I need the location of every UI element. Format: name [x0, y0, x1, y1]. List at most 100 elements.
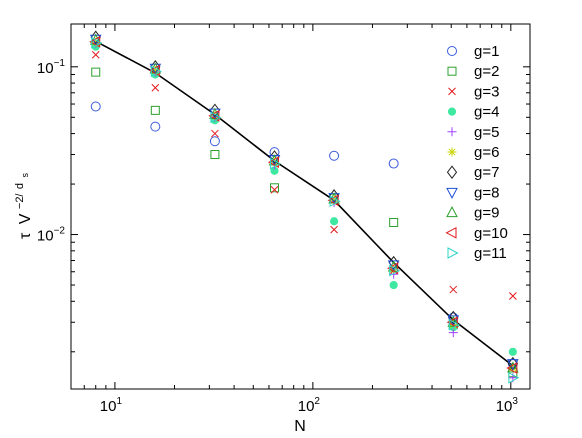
legend-marker: [447, 247, 459, 259]
legend: g=1 g=2 g=3 g=4 g=5 g=6 g=7 g=8 g=9 g=10 g=11: [445, 43, 508, 262]
data-point: [330, 225, 338, 234]
data-point: [509, 292, 517, 300]
legend-item: g=8: [446, 184, 499, 201]
legend-marker: [446, 187, 458, 199]
legend-marker: [447, 66, 457, 76]
legend-marker: [446, 206, 458, 218]
legend-label: g=11: [474, 245, 507, 262]
data-point: [329, 195, 339, 205]
legend-item: g=10: [445, 225, 508, 242]
data-point: [269, 157, 282, 170]
y-label-v: V: [17, 213, 34, 224]
data-point: [91, 37, 103, 49]
legend-marker: [446, 165, 458, 180]
y-tick-labels: 10−2 10−1: [37, 58, 66, 245]
legend-label: g=2: [474, 63, 499, 80]
data-point: [508, 371, 520, 384]
data-point: [389, 264, 401, 277]
legend-label: g=10: [474, 225, 508, 242]
legend-item: g=7: [446, 164, 499, 181]
data-point: [506, 362, 518, 374]
data-point: [329, 195, 341, 208]
data-point: [150, 66, 160, 76]
legend-item: g=4: [447, 104, 499, 121]
data-point: [449, 285, 458, 294]
fit-line: [95, 40, 514, 367]
y-label-exp-s: s: [20, 172, 30, 177]
legend-marker: [447, 147, 457, 157]
x-tick-label: 103: [496, 396, 519, 415]
x-tick-label: 101: [100, 396, 123, 415]
data-point: [210, 111, 222, 124]
data-point: [270, 185, 279, 194]
legend-marker: [447, 46, 457, 56]
y-axis-label: τ V −2/ d s: [10, 172, 34, 239]
series-g-9: [89, 33, 519, 373]
legend-item: g=5: [447, 124, 499, 141]
legend-item: g=1: [447, 43, 499, 60]
data-point: [91, 50, 100, 59]
legend-label: g=6: [474, 144, 499, 161]
legend-marker: [445, 226, 457, 239]
data-point: [150, 121, 161, 132]
legend-item: g=2: [447, 63, 499, 80]
legend-item: g=11: [447, 245, 507, 262]
data-point: [91, 37, 101, 47]
legend-label: g=1: [474, 43, 499, 60]
axis-ticks: [70, 24, 530, 389]
data-point: [211, 129, 219, 138]
data-point: [267, 156, 279, 169]
series-g-11: [91, 37, 520, 384]
data-point: [151, 83, 160, 92]
data-point: [269, 150, 280, 164]
data-point: [387, 262, 399, 275]
legend-marker: [447, 107, 457, 116]
data-point: [507, 361, 519, 373]
legend-item: g=9: [446, 205, 499, 222]
legend-label: g=9: [474, 205, 499, 222]
y-tick-label: 10−1: [37, 58, 66, 77]
data-point: [508, 363, 518, 373]
y-tick-label: 10−2: [37, 226, 66, 245]
legend-label: g=4: [474, 104, 499, 121]
x-axis-label: N: [294, 418, 306, 435]
data-point: [209, 136, 220, 147]
legend-item: g=6: [447, 144, 499, 161]
data-point: [508, 347, 517, 356]
data-point: [448, 318, 460, 331]
data-point: [269, 147, 280, 158]
data-point: [150, 65, 162, 78]
data-point: [388, 158, 399, 169]
legend-label: g=5: [474, 124, 499, 141]
legend-label: g=3: [474, 83, 499, 100]
legend-marker: [448, 87, 456, 96]
data-point: [210, 150, 220, 160]
plot-frame: [70, 23, 531, 390]
data-point: [90, 101, 101, 112]
data-point: [448, 328, 458, 338]
legend-label: g=8: [474, 184, 499, 201]
data-point: [389, 217, 399, 227]
data-point: [91, 67, 101, 77]
legend-item: g=3: [448, 83, 499, 100]
data-point: [329, 150, 340, 161]
data-point: [389, 280, 398, 290]
series-g-3: [91, 50, 517, 300]
legend-marker: [447, 127, 457, 137]
data-point: [269, 183, 279, 193]
y-label-exp-d: d: [14, 183, 26, 189]
data-point: [329, 217, 339, 226]
series-g-4: [91, 42, 517, 356]
y-label-exp: −2/: [14, 193, 26, 210]
data-point: [447, 315, 460, 327]
data-point: [150, 105, 160, 115]
data-point: [209, 103, 221, 118]
y-label-tau: τ: [17, 232, 34, 239]
legend-label: g=7: [474, 164, 499, 181]
x-tick-label: 102: [298, 396, 321, 415]
x-tick-labels: 101 102 103: [100, 396, 519, 415]
data-point: [446, 316, 458, 329]
data-point: [208, 110, 220, 122]
data-markers: [89, 30, 520, 384]
